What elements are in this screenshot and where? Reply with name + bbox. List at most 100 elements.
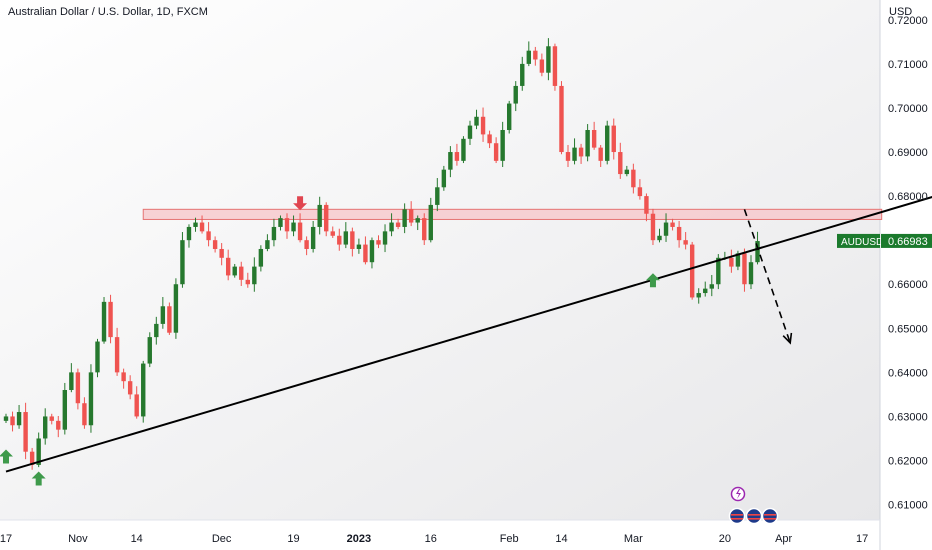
candle-body — [578, 147, 584, 157]
candle-body — [75, 372, 81, 404]
candle-body — [225, 257, 231, 276]
currency-label: USD — [889, 6, 912, 18]
flag-stripe — [764, 514, 776, 516]
candle-body — [422, 218, 427, 241]
candle-body — [389, 222, 394, 232]
candle-body — [337, 235, 342, 245]
candle-body — [605, 125, 610, 161]
candle-body — [363, 244, 368, 263]
up-arrow-icon — [645, 273, 660, 288]
price-tick-label: 0.68000 — [888, 191, 928, 203]
candle-body — [173, 284, 179, 333]
price-tick-label: 0.63000 — [888, 411, 928, 423]
symbol-tag-bg — [837, 233, 880, 248]
candle-body — [134, 394, 139, 417]
candle-body — [474, 116, 479, 126]
candle-body — [62, 390, 68, 430]
candle-body — [3, 416, 9, 421]
time-tick-label: 2023 — [347, 533, 371, 545]
annotation-group — [0, 196, 932, 486]
time-tick-label: 19 — [287, 533, 299, 545]
resistance-zone — [142, 208, 883, 220]
candle-body — [729, 257, 734, 267]
candle-body — [212, 240, 218, 249]
candle-body — [546, 46, 551, 73]
candle-body — [663, 222, 669, 236]
time-tick-label: 17 — [0, 533, 12, 545]
chart-title: Australian Dollar / U.S. Dollar, 1D, FXC… — [8, 6, 208, 18]
candle-body — [755, 241, 760, 263]
candle-body — [559, 85, 564, 153]
candle-body — [644, 196, 649, 214]
candle-body — [10, 416, 15, 426]
symbol-tag-label: AUDUSD — [841, 237, 883, 248]
candle-body — [506, 103, 512, 130]
candle-body — [487, 134, 492, 144]
price-tag-bg — [881, 233, 932, 248]
candle-body — [676, 226, 682, 241]
price-tick-label: 0.66000 — [888, 279, 928, 291]
candle-body — [304, 240, 309, 249]
price-tick-label: 0.71000 — [888, 59, 928, 71]
candle-body — [239, 266, 244, 280]
candle-body — [245, 279, 250, 285]
candle-body — [271, 226, 277, 241]
candle-body — [703, 288, 708, 294]
candle-body — [121, 372, 126, 382]
candle-body — [317, 204, 322, 227]
candle-body — [114, 337, 120, 373]
candle-body — [330, 231, 335, 236]
candle-body — [709, 284, 714, 289]
time-tick-label: 14 — [555, 533, 567, 545]
time-tick-label: 16 — [425, 533, 437, 545]
candle-body — [520, 63, 525, 86]
candle-body — [448, 152, 453, 170]
projection-arrow-head-icon — [782, 332, 793, 345]
candle-body — [539, 59, 545, 73]
time-tick-label: Apr — [775, 533, 792, 545]
candle-body — [199, 222, 205, 232]
price-axis[interactable]: 0.720000.710000.700000.690000.680000.670… — [888, 15, 928, 512]
candle-body — [186, 226, 192, 241]
up-arrow-icon — [31, 471, 46, 486]
time-axis[interactable]: 17 Nov 14 Dec 19 2023 16 Feb 14 Mar 20 Apr 17 — [0, 533, 868, 545]
event-icons[interactable] — [728, 486, 779, 525]
candle-body — [637, 187, 643, 197]
candle-body — [284, 218, 290, 232]
last-price-tag: AUDUSD 0.66983 — [837, 233, 932, 248]
candle-body — [29, 451, 35, 465]
candle-body — [670, 222, 675, 227]
candle-body — [343, 231, 349, 245]
candle-body — [408, 209, 414, 223]
candle-body — [154, 323, 159, 338]
candle-body — [591, 130, 597, 148]
candle-body — [147, 337, 152, 364]
candle-body — [265, 240, 270, 249]
time-tick-label: Nov — [68, 533, 88, 545]
last-price-label: 0.66983 — [888, 236, 928, 248]
candle-body — [36, 438, 41, 465]
up-arrow-icon — [0, 449, 13, 464]
candle-body — [500, 130, 505, 161]
time-tick-label: Feb — [500, 533, 519, 545]
candle-body — [95, 341, 100, 373]
candle-body — [376, 240, 381, 245]
candle-body — [735, 253, 741, 267]
candle-body — [23, 412, 28, 452]
candle-body — [258, 248, 264, 267]
candle-body — [395, 222, 401, 227]
candle-body — [631, 169, 636, 188]
candle-body — [310, 226, 316, 249]
candle-body — [356, 244, 362, 249]
candle-body — [193, 222, 198, 227]
candle-body — [43, 416, 48, 439]
time-tick-label: Mar — [624, 533, 643, 545]
candle-body — [441, 169, 447, 188]
candle-body — [278, 218, 283, 227]
candle-body — [141, 363, 146, 417]
candle-body — [742, 253, 747, 285]
candle-body — [689, 244, 695, 298]
candle-body — [513, 85, 518, 104]
